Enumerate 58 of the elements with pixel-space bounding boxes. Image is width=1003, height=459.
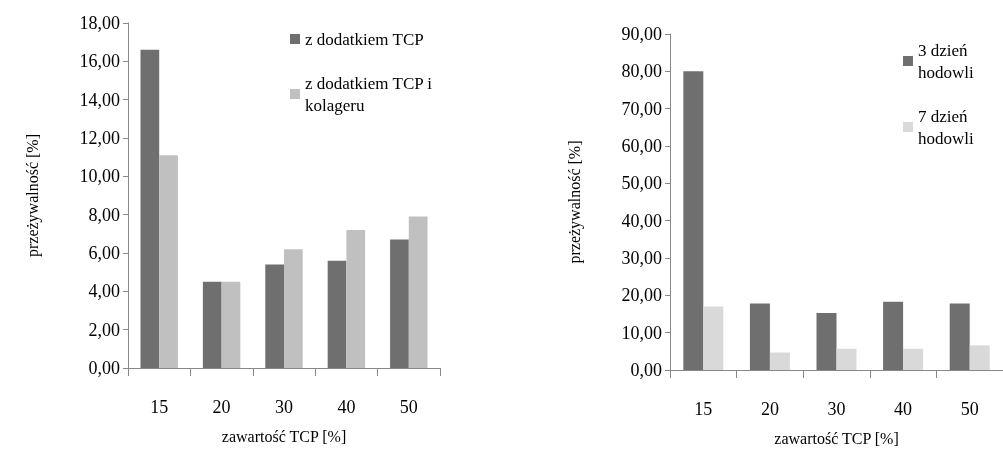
x-tick-label: 20: [212, 397, 231, 417]
y-tick-label: 90,00: [621, 24, 662, 44]
bar: [703, 306, 724, 370]
x-tick-label: 30: [275, 397, 293, 417]
bar: [140, 49, 160, 368]
bar: [327, 260, 347, 368]
y-tick-label: 10,00: [79, 166, 120, 187]
x-tick-label: 50: [399, 397, 418, 417]
y-tick-label: 80,00: [621, 61, 662, 82]
y-tick-label: 12,00: [79, 128, 120, 148]
y-tick-label: 2,00: [88, 319, 120, 340]
y-tick-label: 18,00: [79, 13, 120, 33]
bar: [284, 249, 303, 368]
y-tick-label: 50,00: [621, 173, 662, 194]
bar: [159, 155, 178, 368]
y-tick-label: 4,00: [88, 281, 120, 302]
y-tick-label: 70,00: [621, 98, 662, 119]
x-tick-label: 40: [894, 399, 913, 419]
bar: [816, 312, 837, 370]
bar: [408, 216, 428, 368]
y-tick-label: 10,00: [621, 322, 662, 343]
y-tick-label: 16,00: [79, 51, 120, 72]
x-tick-label: 20: [760, 399, 779, 419]
bar: [346, 230, 366, 368]
bar: [202, 281, 222, 368]
legend-label: 3 dzień hodowli: [918, 40, 974, 82]
bar: [903, 348, 924, 370]
legend-label: z dodatkiem TCP: [305, 29, 424, 49]
y-tick-label: 60,00: [621, 136, 662, 156]
x-tick-label: 40: [337, 397, 356, 417]
bar: [221, 281, 241, 368]
bar: [949, 303, 970, 370]
y-axis-title: przeżywalność [%]: [23, 133, 42, 258]
y-tick-label: 14,00: [79, 89, 120, 110]
y-tick-label: 0,00: [630, 360, 662, 380]
bar: [265, 264, 284, 368]
y-tick-label: 40,00: [621, 210, 662, 231]
legend-label: z dodatkiem TCP i kolageru: [305, 73, 437, 115]
y-tick-label: 8,00: [88, 204, 120, 225]
y-axis-title: przeżywalność [%]: [565, 140, 584, 264]
bar: [769, 352, 790, 370]
y-tick-label: 20,00: [621, 285, 662, 306]
bar: [390, 239, 409, 368]
legend-label: 7 dzień hodowli: [918, 106, 974, 148]
bar: [749, 303, 770, 370]
x-tick-label: 15: [150, 397, 169, 417]
bar: [836, 348, 857, 370]
y-tick-label: 0,00: [88, 358, 120, 378]
bar: [683, 71, 704, 370]
x-tick-label: 15: [694, 399, 713, 419]
y-tick-label: 6,00: [88, 243, 120, 263]
x-tick-label: 50: [960, 399, 979, 419]
x-tick-label: 30: [827, 399, 846, 419]
bar: [883, 301, 904, 370]
bar: [969, 345, 990, 370]
y-tick-label: 30,00: [621, 248, 662, 268]
x-axis-title: zawartość TCP [%]: [221, 427, 347, 445]
x-axis-title: zawartość TCP [%]: [774, 429, 899, 447]
